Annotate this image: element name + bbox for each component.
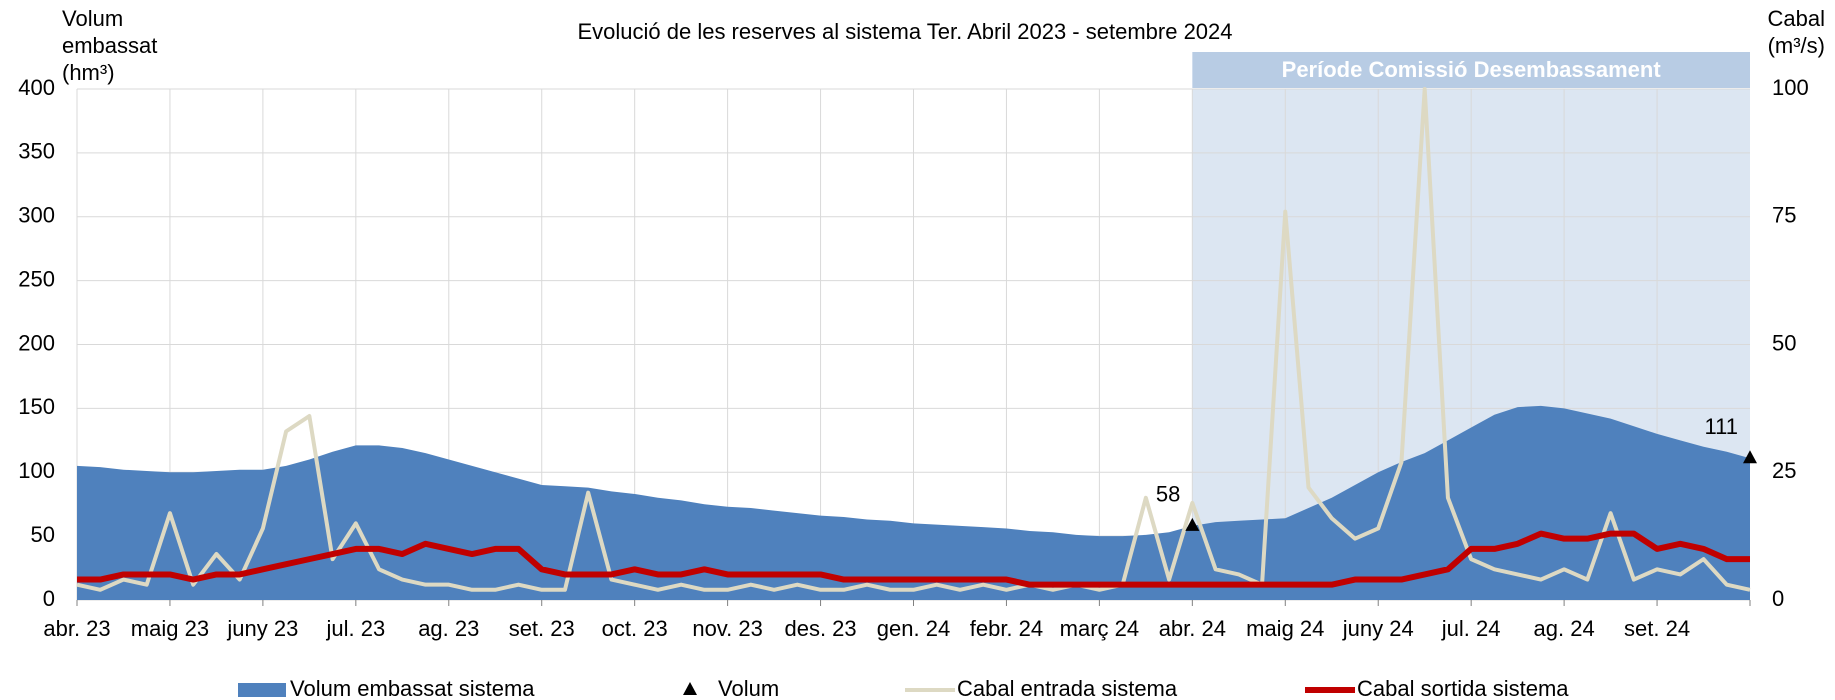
x-tick-label: ag. 23: [418, 616, 479, 641]
y-tick-label: 50: [31, 522, 55, 547]
y2-tick-label: 0: [1772, 586, 1784, 611]
x-tick-label: gen. 24: [877, 616, 950, 641]
data-label: 111: [1705, 414, 1738, 439]
legend-label: Cabal sortida sistema: [1357, 676, 1569, 700]
highlight-label: Període Comissió Desembassament: [1282, 57, 1662, 82]
volume-marker: [1743, 450, 1757, 464]
y-tick-label: 350: [18, 139, 55, 164]
flow-line: [76, 87, 1751, 592]
y-axis-title: (hm³): [62, 60, 115, 85]
y-tick-label: 200: [18, 330, 55, 355]
y-axis-title: Volum: [62, 6, 123, 31]
y2-tick-label: 100: [1772, 75, 1809, 100]
y2-tick-label: 50: [1772, 330, 1796, 355]
x-tick-label: maig 23: [131, 616, 209, 641]
chart-title: Evolució de les reserves al sistema Ter.…: [577, 19, 1232, 44]
legend-label: Cabal entrada sistema: [957, 676, 1178, 700]
y2-axis-title: (m³/s): [1768, 33, 1825, 58]
data-label: 58: [1156, 482, 1180, 507]
x-tick-label: febr. 24: [970, 616, 1043, 641]
x-tick-label: oct. 23: [602, 616, 668, 641]
x-tick-label: maig 24: [1246, 616, 1324, 641]
x-tick-label: des. 23: [784, 616, 856, 641]
legend-swatch: [238, 683, 286, 697]
y-tick-label: 300: [18, 203, 55, 228]
x-tick-label: set. 24: [1624, 616, 1690, 641]
y-tick-label: 250: [18, 266, 55, 291]
y-tick-label: 400: [18, 75, 55, 100]
highlight-header: [1192, 52, 1750, 88]
flow-line: [77, 530, 1750, 588]
legend-label: Volum embassat sistema: [290, 676, 535, 700]
y2-axis-title: Cabal: [1768, 6, 1825, 31]
y-axis-title: embassat: [62, 33, 157, 58]
legend-label: Volum: [718, 676, 779, 700]
y2-tick-label: 75: [1772, 203, 1796, 228]
x-tick-label: abr. 23: [43, 616, 110, 641]
legend-swatch: [683, 682, 697, 695]
x-tick-label: nov. 23: [692, 616, 763, 641]
x-tick-label: juny 24: [1342, 616, 1414, 641]
y2-tick-label: 25: [1772, 458, 1796, 483]
x-tick-label: juny 23: [226, 616, 298, 641]
x-tick-label: jul. 24: [1441, 616, 1501, 641]
y-tick-label: 150: [18, 394, 55, 419]
y-tick-label: 0: [43, 586, 55, 611]
x-tick-label: set. 23: [509, 616, 575, 641]
x-tick-label: abr. 24: [1159, 616, 1226, 641]
x-tick-label: jul. 23: [325, 616, 385, 641]
x-tick-label: ag. 24: [1534, 616, 1595, 641]
x-tick-label: març 24: [1060, 616, 1139, 641]
y-tick-label: 100: [18, 458, 55, 483]
volume-marker: [1185, 517, 1200, 531]
